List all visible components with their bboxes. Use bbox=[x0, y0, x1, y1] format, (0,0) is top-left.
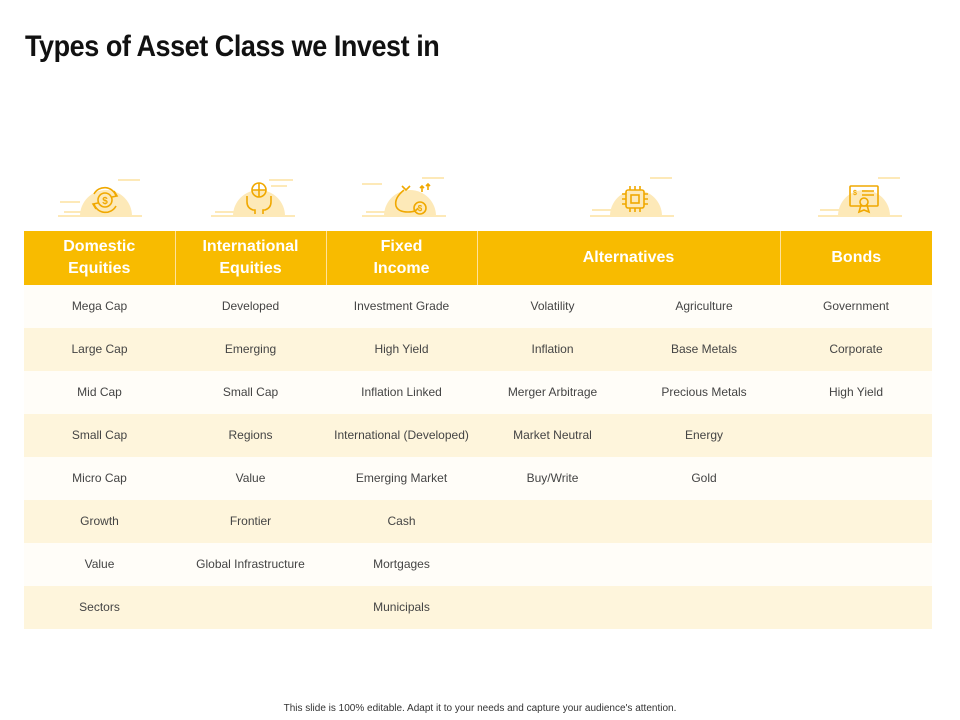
table-cell: Mid Cap bbox=[24, 371, 175, 414]
table-cell bbox=[628, 543, 780, 586]
table-cell: Global Infrastructure bbox=[175, 543, 326, 586]
header-domestic-equities: Domestic Equities bbox=[24, 231, 176, 285]
svg-text:$: $ bbox=[853, 190, 857, 197]
svg-text:$: $ bbox=[102, 196, 108, 207]
table-cell bbox=[780, 500, 932, 543]
table-cell: Growth bbox=[24, 500, 175, 543]
svg-text:$: $ bbox=[418, 204, 423, 213]
table-cell bbox=[780, 414, 932, 457]
table-cell: Mega Cap bbox=[24, 285, 175, 328]
header-fixed-income: Fixed Income bbox=[326, 231, 478, 285]
table-cell: Value bbox=[175, 457, 326, 500]
table-row: Micro Cap Value Emerging Market Buy/Write Go… bbox=[24, 457, 932, 500]
table-cell bbox=[477, 500, 628, 543]
table-cell: Corporate bbox=[780, 328, 932, 371]
table-cell: Gold bbox=[628, 457, 780, 500]
table-cell: Mortgages bbox=[326, 543, 477, 586]
table-cell: Buy/Write bbox=[477, 457, 628, 500]
table-row: Mid Cap Small Cap Inflation Linked Merger A… bbox=[24, 371, 932, 414]
table-cell: High Yield bbox=[326, 328, 477, 371]
table-cell: Investment Grade bbox=[326, 285, 477, 328]
header-alternatives: Alternatives bbox=[477, 231, 781, 285]
table-cell: Emerging Market bbox=[326, 457, 477, 500]
table-cell: Inflation Linked bbox=[326, 371, 477, 414]
table-row: Large Cap Emerging High Yield Inflation Base… bbox=[24, 328, 932, 371]
table-cell bbox=[780, 543, 932, 586]
table-cell: Small Cap bbox=[24, 414, 175, 457]
certificate-icon: $ bbox=[818, 172, 902, 222]
table-row: Growth Frontier Cash bbox=[24, 500, 932, 543]
table-cell: Regions bbox=[175, 414, 326, 457]
header-bonds: Bonds bbox=[780, 231, 932, 285]
table-row: Value Global Infrastructure Mortgages bbox=[24, 543, 932, 586]
table-header-row: Domestic Equities International Equities… bbox=[24, 231, 932, 285]
header-international-equities: International Equities bbox=[175, 231, 327, 285]
table-cell: Frontier bbox=[175, 500, 326, 543]
table-cell: Agriculture bbox=[628, 285, 780, 328]
table-cell: Precious Metals bbox=[628, 371, 780, 414]
table-cell bbox=[477, 543, 628, 586]
table-cell: Government bbox=[780, 285, 932, 328]
table-cell: Emerging bbox=[175, 328, 326, 371]
table-cell bbox=[175, 586, 326, 629]
money-bag-icon: $ bbox=[362, 172, 446, 222]
table-cell: Micro Cap bbox=[24, 457, 175, 500]
table-row: Small Cap Regions International (Developed… bbox=[24, 414, 932, 457]
table-cell: Base Metals bbox=[628, 328, 780, 371]
table-cell: Energy bbox=[628, 414, 780, 457]
table-cell: Sectors bbox=[24, 586, 175, 629]
globe-hands-icon bbox=[211, 172, 295, 222]
table-cell: High Yield bbox=[780, 371, 932, 414]
table-cell: Municipals bbox=[326, 586, 477, 629]
table-cell bbox=[477, 586, 628, 629]
table-cell: Market Neutral bbox=[477, 414, 628, 457]
table-row: Sectors Municipals bbox=[24, 586, 932, 629]
table-cell: Cash bbox=[326, 500, 477, 543]
table-cell bbox=[628, 586, 780, 629]
table-cell: Value bbox=[24, 543, 175, 586]
page-title: Types of Asset Class we Invest in bbox=[25, 30, 440, 63]
table-cell: Developed bbox=[175, 285, 326, 328]
footer-note: This slide is 100% editable. Adapt it to… bbox=[283, 703, 677, 714]
table-cell: Merger Arbitrage bbox=[477, 371, 628, 414]
table-cell: International (Developed) bbox=[326, 414, 477, 457]
dollar-cycle-icon: $ bbox=[58, 172, 142, 222]
table-cell: Small Cap bbox=[175, 371, 326, 414]
asset-class-table: Domestic Equities International Equities… bbox=[24, 231, 932, 629]
table-cell: Large Cap bbox=[24, 328, 175, 371]
table-cell bbox=[628, 500, 780, 543]
table-cell: Volatility bbox=[477, 285, 628, 328]
table-row: Mega Cap Developed Investment Grade Volatil… bbox=[24, 285, 932, 328]
table-cell bbox=[780, 457, 932, 500]
table-cell bbox=[780, 586, 932, 629]
table-cell: Inflation bbox=[477, 328, 628, 371]
chip-icon bbox=[590, 172, 674, 222]
